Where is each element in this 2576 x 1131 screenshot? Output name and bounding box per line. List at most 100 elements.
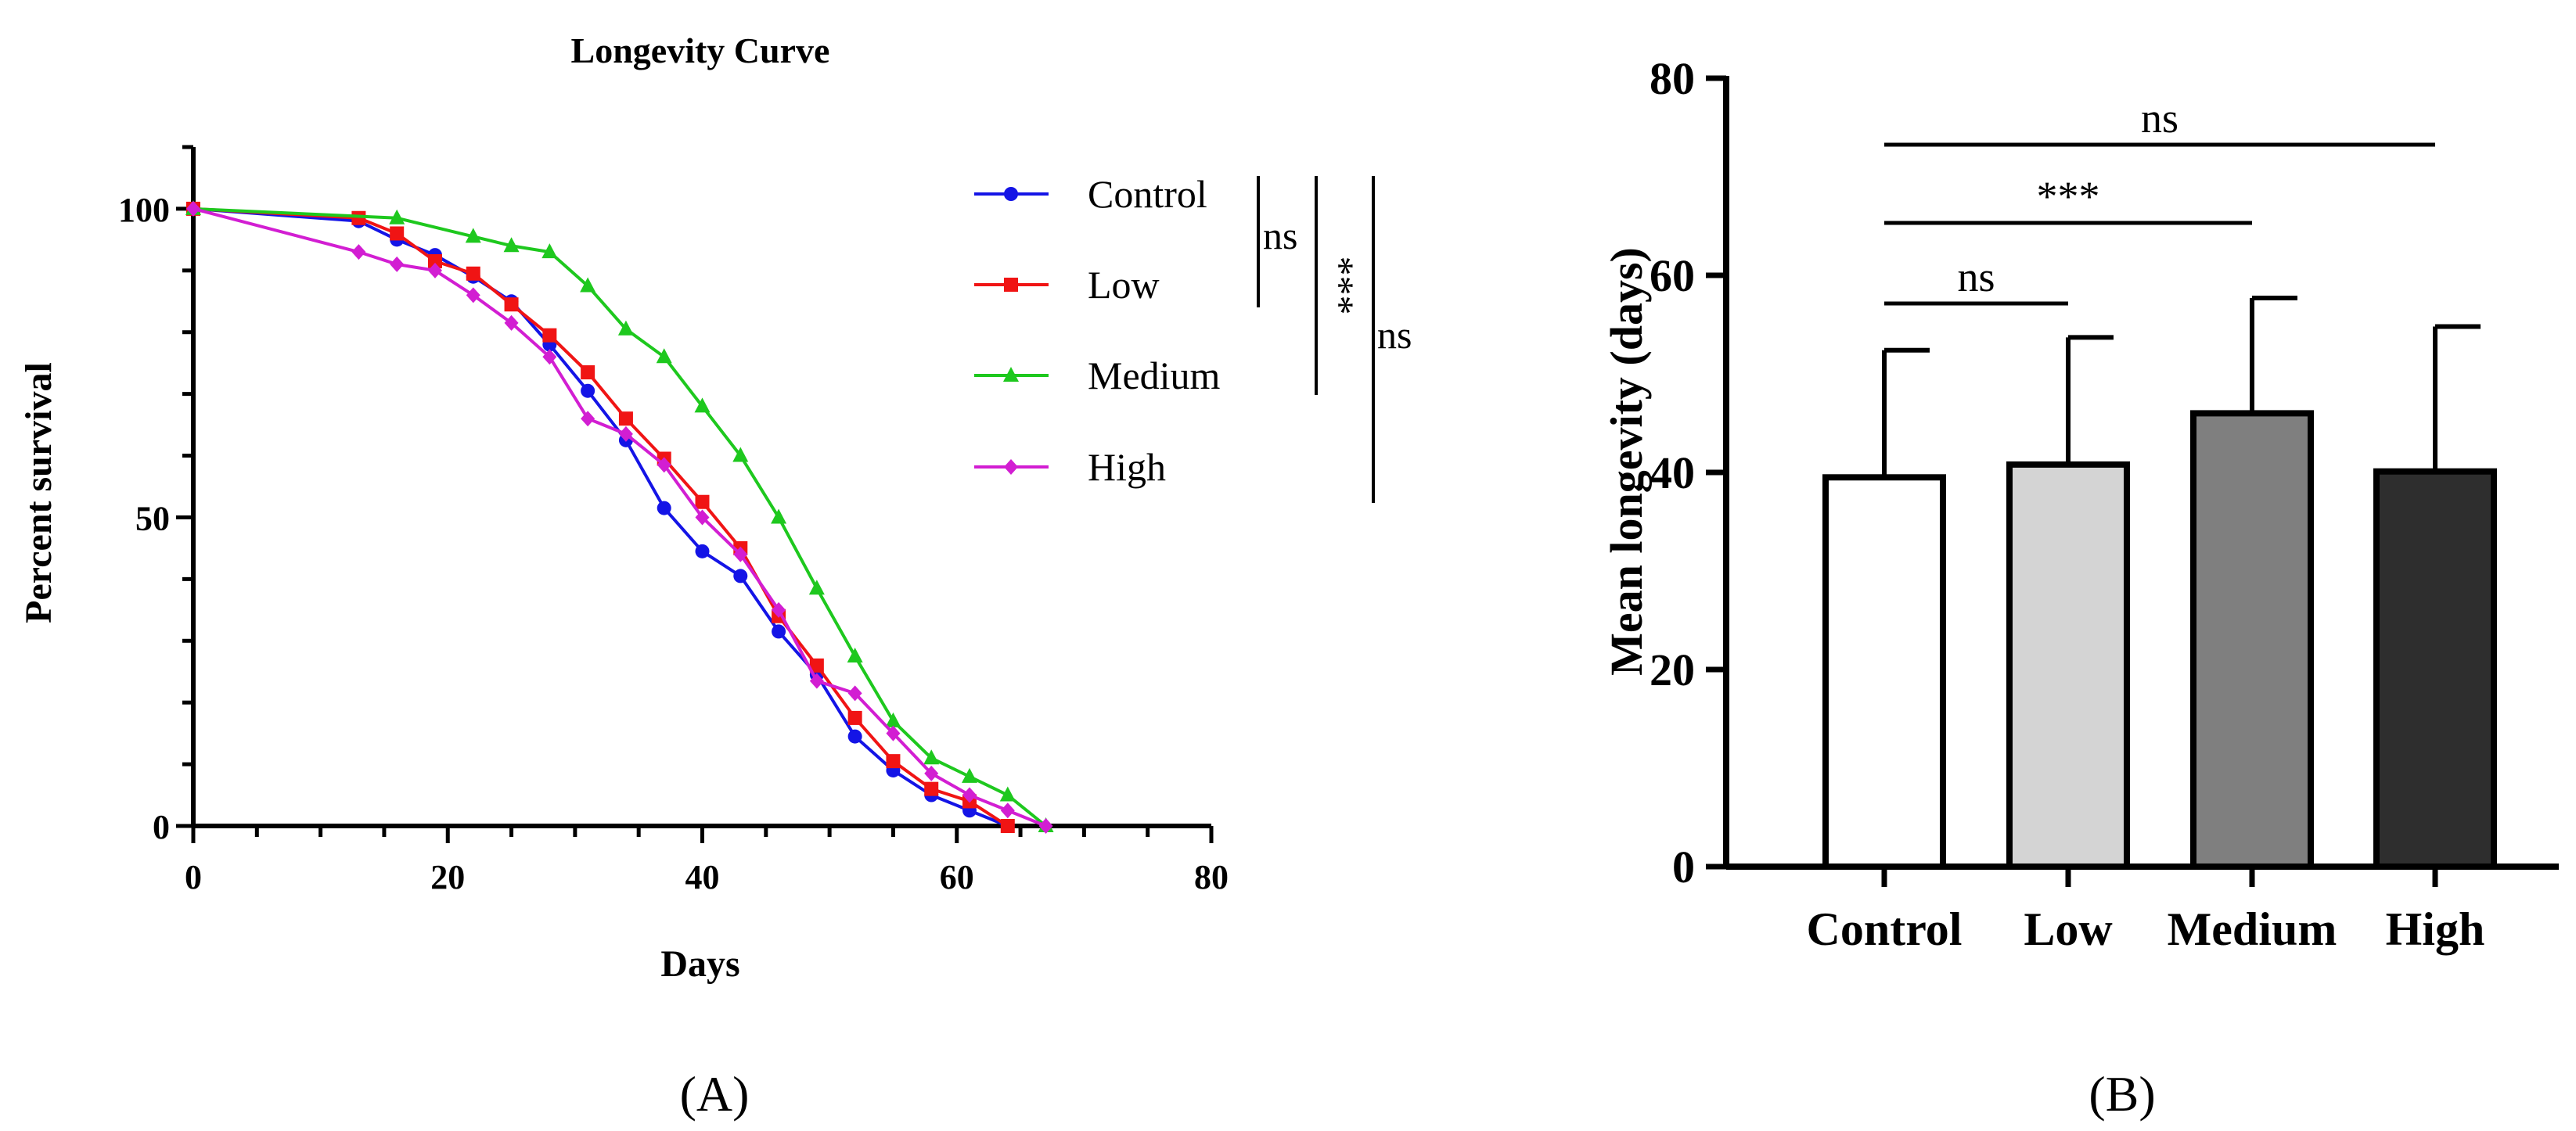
legend-label-low: Low (1088, 263, 1160, 307)
chart-a-x-tick-label: 60 (940, 858, 974, 896)
sig-label-stars: *** (1319, 257, 1362, 315)
point-high (809, 673, 824, 689)
point-high (427, 262, 442, 278)
point-high (186, 200, 200, 217)
x-label-high: High (2386, 903, 2485, 955)
point-high (962, 787, 977, 803)
point-medium (389, 209, 405, 224)
point-high (695, 509, 710, 526)
point-low (390, 226, 405, 241)
point-low (809, 658, 824, 673)
point-control (695, 544, 710, 558)
chart-a-title: Longevity Curve (571, 31, 830, 70)
panel-b-bar-chart: 0 20 40 60 80 Control Low Medium High ns *** ns M… (1601, 53, 2559, 1122)
panel-label-b: (B) (2089, 1066, 2155, 1122)
panel-a-survival-chart: Longevity Curve 0 50 100 0 20 40 60 80 Percent… (18, 31, 1412, 1122)
point-low (504, 297, 519, 312)
point-high (1038, 818, 1053, 834)
chart-a-x-tick-label: 80 (1194, 858, 1229, 896)
panel-label-a: (A) (680, 1066, 750, 1122)
point-low (581, 365, 595, 380)
legend-label-medium: Medium (1088, 354, 1221, 397)
point-low (427, 253, 442, 268)
bar-control (1822, 474, 1946, 870)
point-medium (656, 348, 672, 364)
series-line-medium (192, 206, 1047, 828)
point-low (1000, 819, 1015, 833)
point-low (847, 710, 862, 725)
chart-b-significance: ns *** ns (1884, 95, 2435, 306)
chart-b-y-tick-label: 80 (1650, 53, 1695, 104)
bar-medium (2190, 410, 2314, 870)
legend-marker-high (1004, 459, 1018, 475)
chart-a-axes (176, 145, 1214, 843)
point-high (924, 765, 939, 781)
chart-b-y-ticks: 0 20 40 60 80 (1650, 53, 1695, 892)
legend-label-control: Control (1088, 172, 1207, 216)
x-label-low: Low (2024, 903, 2113, 955)
bar-high (2373, 468, 2497, 870)
chart-b-x-ticks: Control Low Medium High (1807, 903, 2485, 955)
point-low (618, 411, 633, 426)
point-medium (962, 767, 978, 783)
point-medium (694, 397, 711, 413)
point-medium (847, 648, 863, 662)
chart-a-x-tick-label: 20 (430, 858, 465, 896)
point-control (847, 729, 862, 744)
point-medium (617, 320, 634, 336)
point-medium (732, 447, 749, 462)
chart-a-x-tick-label: 0 (185, 858, 202, 896)
chart-a-y-ticks: 0 50 100 (118, 191, 170, 846)
point-high (542, 349, 557, 365)
point-low (695, 494, 710, 509)
point-medium (885, 712, 901, 727)
point-medium (999, 786, 1016, 802)
point-control (733, 569, 748, 583)
bar-low (2006, 461, 2130, 870)
point-high (466, 287, 480, 303)
point-high (504, 314, 519, 331)
point-high (886, 725, 901, 741)
point-control (657, 501, 671, 515)
sig-label-ns-1: ns (1263, 214, 1297, 257)
chart-a-legend: Control Low Medium High (974, 172, 1221, 489)
x-label-control: Control (1807, 903, 1963, 955)
sig-label-ns-2: ns (1377, 313, 1412, 357)
point-high (618, 425, 633, 442)
sig-label-0: ns (1957, 253, 1995, 300)
point-low (351, 210, 366, 225)
point-high (657, 457, 671, 473)
point-low (466, 266, 480, 281)
chart-a-y-tick-label: 50 (135, 499, 170, 537)
point-control (581, 383, 595, 398)
x-label-medium: Medium (2168, 903, 2337, 955)
point-low (542, 328, 557, 343)
chart-a-significance: ns *** ns (1257, 176, 1412, 503)
sig-label-1: *** (2037, 173, 2100, 220)
chart-a-ylabel: Percent survival (18, 362, 59, 623)
point-medium (580, 277, 596, 293)
point-high (581, 411, 595, 427)
legend-marker-medium (1003, 367, 1019, 382)
series-line-high (192, 206, 1047, 828)
chart-a-y-tick-label: 100 (118, 191, 170, 229)
chart-a-x-tick-label: 40 (685, 858, 720, 896)
chart-a-series (185, 199, 1054, 834)
legend-marker-control (1004, 187, 1018, 201)
chart-a-xlabel: Days (660, 943, 739, 985)
chart-a-x-ticks: 0 20 40 60 80 (185, 858, 1229, 896)
point-low (924, 781, 939, 796)
point-medium (771, 508, 787, 524)
point-medium (541, 243, 558, 259)
chart-b-y-tick-label: 20 (1650, 644, 1695, 695)
point-medium (808, 580, 825, 595)
point-high (390, 256, 405, 272)
chart-b-y-tick-label: 0 (1672, 842, 1695, 892)
sig-label-2: ns (2141, 95, 2178, 142)
chart-a-y-tick-label: 0 (153, 808, 170, 846)
point-control (772, 624, 786, 639)
point-high (772, 601, 786, 618)
point-low (886, 754, 901, 769)
point-medium (923, 749, 940, 765)
